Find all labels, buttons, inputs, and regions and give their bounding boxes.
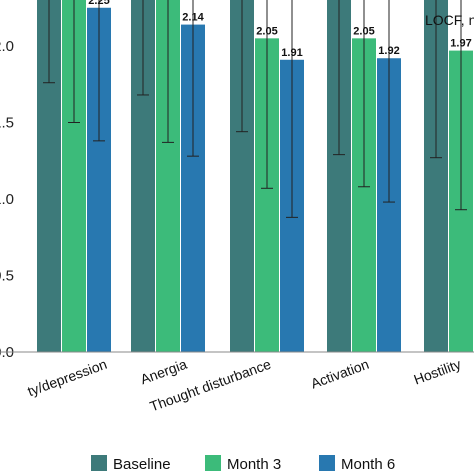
error-bar <box>358 0 370 188</box>
y-axis: 0.00.51.01.52.02.53.03.54.04.5 <box>0 38 14 361</box>
data-label: 2.05 <box>353 25 374 37</box>
legend: Baseline Month 3 Month 6 <box>91 455 395 473</box>
error-bar <box>286 0 298 218</box>
legend-label: Month 3 <box>227 456 281 473</box>
legend-swatch <box>319 455 335 471</box>
error-bar <box>162 0 174 143</box>
error-bar <box>430 0 442 159</box>
error-bar <box>68 0 80 123</box>
error-bars <box>43 0 467 218</box>
legend-item: Baseline <box>91 455 171 473</box>
x-category-label: Anergia <box>138 356 189 388</box>
error-bar <box>187 0 199 157</box>
y-tick-label: 2.0 <box>0 38 14 55</box>
error-bar <box>333 0 345 156</box>
bars <box>37 0 473 353</box>
legend-label: Baseline <box>113 456 171 473</box>
x-category-label: Hostility <box>411 356 463 388</box>
data-label: 1.92 <box>378 45 399 57</box>
legend-swatch <box>91 455 107 471</box>
data-label: 2.25 <box>88 0 109 7</box>
error-bar <box>455 0 467 211</box>
y-tick-label: 1.5 <box>0 115 14 132</box>
error-bar <box>261 0 273 189</box>
x-category-label: ty/depression <box>25 356 109 400</box>
error-bar <box>236 0 248 133</box>
legend-swatch <box>205 455 221 471</box>
legend-label: Month 6 <box>341 456 395 473</box>
error-bar <box>137 0 149 96</box>
legend-item: Month 6 <box>319 455 395 473</box>
data-labels: 2.992.752.552.562.402.502.332.052.051.97… <box>88 0 471 59</box>
data-label: 2.14 <box>182 12 204 24</box>
y-tick-label: 1.0 <box>0 191 14 208</box>
error-bar <box>43 0 55 84</box>
data-label: 1.97 <box>450 38 471 50</box>
data-label: 1.91 <box>281 47 302 59</box>
data-label: 2.05 <box>256 25 277 37</box>
chart-note: LOCF, n <box>425 12 474 28</box>
error-bar <box>93 0 105 142</box>
error-bar <box>383 0 395 203</box>
x-category-label: Activation <box>309 356 372 392</box>
y-tick-label: 0.5 <box>0 268 14 285</box>
legend-item: Month 3 <box>205 455 281 473</box>
